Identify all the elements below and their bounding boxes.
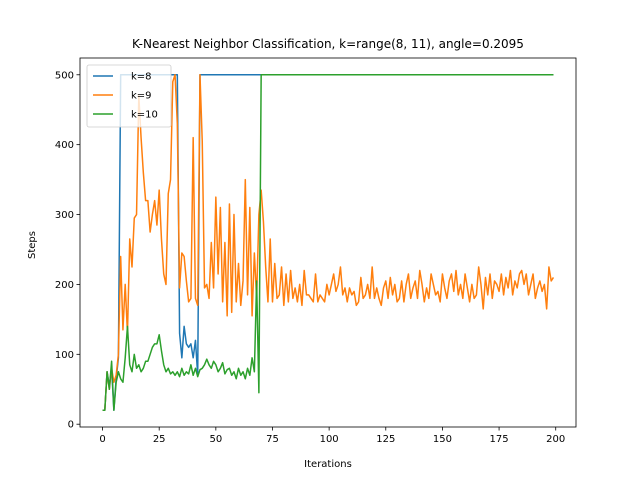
x-tick-label: 200 — [546, 434, 565, 445]
x-tick-label: 125 — [376, 434, 395, 445]
x-tick-label: 0 — [99, 434, 105, 445]
y-tick-label: 0 — [68, 420, 74, 431]
y-tick-label: 100 — [55, 350, 74, 361]
x-tick-label: 100 — [320, 434, 339, 445]
y-axis-label: Steps — [27, 231, 38, 259]
x-tick-label: 150 — [433, 434, 452, 445]
x-tick-label: 175 — [490, 434, 509, 445]
plot-area: 0 25 50 75 100 125 150 175 200 0 100 200 300 400 500 k=… — [55, 57, 577, 445]
legend-label-k8: k=8 — [131, 72, 152, 83]
y-tick-label: 200 — [55, 280, 74, 291]
y-tick-label: 500 — [55, 70, 74, 81]
series-line-k10 — [102, 74, 554, 411]
legend-label-k10: k=10 — [131, 110, 158, 121]
axes-frame — [79, 57, 577, 428]
x-axis-label: Iterations — [304, 459, 352, 470]
series-line-k9 — [102, 74, 555, 411]
x-tick-label: 75 — [266, 434, 279, 445]
x-tick-label: 25 — [153, 434, 166, 445]
legend-label-k9: k=9 — [131, 91, 152, 102]
chart-title: K-Nearest Neighbor Classification, k=ran… — [132, 37, 524, 51]
legend-box — [86, 64, 172, 128]
x-tick-label: 50 — [209, 434, 222, 445]
y-tick-label: 300 — [55, 210, 74, 221]
y-tick-label: 400 — [55, 140, 74, 151]
